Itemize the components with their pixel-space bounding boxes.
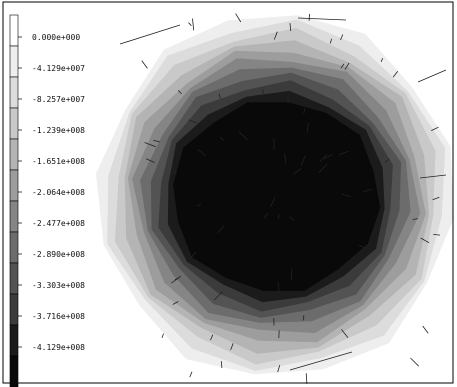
- vector-arrow: [192, 18, 195, 31]
- colorbar-label: -3.716e+008: [32, 312, 85, 321]
- colorbar-swatch: [9, 76, 19, 109]
- contour-fill-group: [96, 15, 454, 375]
- vector-arrow: [172, 301, 179, 305]
- colorbar-swatch: [9, 45, 19, 78]
- vector-arrow: [196, 204, 202, 207]
- vector-arrow: [305, 373, 308, 384]
- vector-arrow: [417, 69, 447, 83]
- vector-arrow: [277, 364, 281, 373]
- vector-arrow: [262, 89, 264, 94]
- vector-arrow: [420, 237, 430, 244]
- vector-arrow: [270, 196, 276, 207]
- vector-arrow: [358, 244, 366, 249]
- colorbar-label: -4.129e+007: [32, 64, 85, 73]
- vector-arrow: [217, 225, 225, 233]
- vector-arrow: [419, 174, 447, 179]
- colorbar-swatch: [9, 355, 19, 387]
- vector-arrow: [278, 213, 280, 219]
- colorbar-swatch: [9, 324, 19, 357]
- vector-arrow: [219, 137, 225, 142]
- vector-arrow: [289, 23, 292, 32]
- vector-arrow: [340, 34, 344, 41]
- colorbar-swatch: [9, 138, 19, 171]
- vector-arrow: [220, 361, 223, 369]
- vector-arrow: [189, 371, 193, 378]
- vector-arrow: [344, 62, 350, 70]
- vector-arrow: [433, 234, 441, 236]
- vector-arrow: [300, 155, 306, 167]
- vector-arrow: [303, 108, 306, 114]
- vector-arrow: [329, 38, 332, 44]
- vector-arrow: [218, 93, 221, 99]
- vector-arrow: [171, 170, 178, 175]
- vector-arrow: [306, 122, 309, 133]
- colorbar-label: -4.129e+008: [32, 343, 85, 352]
- vector-arrow: [340, 63, 345, 69]
- colorbar-swatch: [9, 107, 19, 140]
- vector-arrow: [235, 13, 242, 23]
- vector-arrow: [264, 212, 269, 219]
- colorbar-label: -2.064e+008: [32, 188, 85, 197]
- vector-arrow: [145, 158, 155, 163]
- colorbar-label: -2.890e+008: [32, 250, 85, 259]
- vector-arrow: [189, 251, 197, 260]
- colorbar-label: -3.303e+008: [32, 281, 85, 290]
- vector-arrow: [277, 281, 280, 294]
- colorbar-swatch: [9, 262, 19, 295]
- colorbar-labels: 0.000e+000 -4.129e+007 -8.257e+007 -1.239e+…: [18, 33, 85, 352]
- vector-arrow: [213, 291, 223, 301]
- vector-arrow: [284, 153, 287, 164]
- colorbar-swatch: [9, 200, 19, 233]
- vector-arrow: [392, 71, 399, 78]
- vector-arrow: [341, 193, 352, 198]
- vector-arrow: [292, 168, 302, 175]
- vector-arrow: [341, 329, 349, 338]
- colorbar-label: -1.651e+008: [32, 157, 85, 166]
- colorbar-label: -8.257e+007: [32, 95, 85, 104]
- vector-arrow: [323, 154, 333, 159]
- colorbar-swatch: [9, 169, 19, 202]
- vector-arrow: [171, 275, 182, 284]
- vector-arrow: [431, 126, 439, 131]
- vector-arrow: [119, 24, 181, 45]
- colorbar: 0.000e+000 -4.129e+007 -8.257e+007 -1.239e+…: [9, 14, 85, 387]
- vector-arrow: [422, 325, 429, 334]
- vector-arrow: [144, 142, 156, 148]
- vector-arrow: [289, 216, 295, 221]
- vector-arrow: [384, 158, 390, 163]
- vector-arrow: [238, 131, 248, 141]
- vector-arrow: [289, 351, 353, 371]
- colorbar-swatches: [9, 14, 19, 387]
- colorbar-swatch: [9, 231, 19, 264]
- plot-frame: [2, 1, 454, 384]
- contour-level-11: [173, 102, 381, 291]
- vector-arrow: [197, 149, 206, 156]
- colorbar-label: -1.239e+008: [32, 126, 85, 135]
- vector-arrow: [230, 343, 234, 351]
- vector-arrow: [363, 188, 373, 192]
- colorbar-swatch: [9, 293, 19, 326]
- vector-arrow: [432, 196, 440, 201]
- colorbar-label: 0.000e+000: [32, 33, 80, 42]
- vector-arrow: [319, 154, 327, 163]
- vector-arrow: [161, 333, 164, 339]
- vector-arrow: [273, 31, 278, 40]
- vector-arrow: [141, 60, 148, 69]
- vector-arrow: [177, 90, 182, 94]
- vector-arrows-group: [119, 13, 447, 384]
- colorbar-swatch: [9, 14, 19, 47]
- vector-arrow: [380, 58, 384, 63]
- colorbar-label: -2.477e+008: [32, 219, 85, 228]
- vector-arrow: [412, 218, 418, 220]
- vector-arrow: [338, 150, 349, 156]
- vector-arrow: [410, 357, 419, 367]
- vector-arrow: [153, 140, 160, 143]
- vector-arrow: [297, 17, 347, 21]
- vector-arrow: [188, 22, 192, 26]
- vector-arrow: [318, 164, 328, 174]
- vector-arrow: [188, 119, 197, 124]
- vector-arrow: [210, 334, 214, 341]
